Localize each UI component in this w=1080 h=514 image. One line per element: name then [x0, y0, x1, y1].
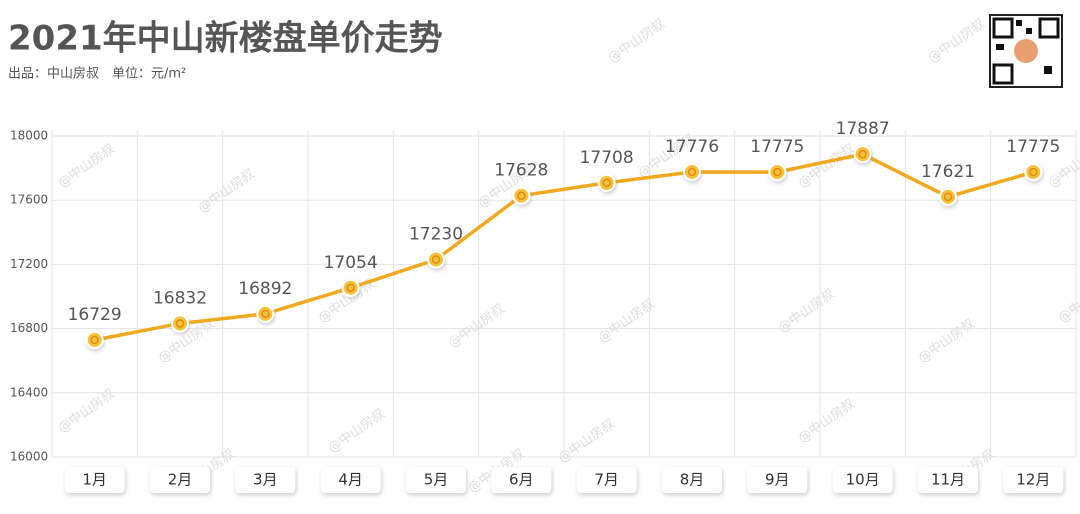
data-point-core — [261, 309, 270, 319]
y-tick-label: 18000 — [10, 129, 48, 143]
data-point-core — [90, 335, 99, 345]
data-point — [256, 304, 275, 323]
x-tick-box — [576, 467, 637, 493]
value-label: 17776 — [665, 137, 719, 157]
data-point-core — [346, 283, 355, 293]
watermark: @中山房叔 — [595, 296, 657, 346]
data-point — [683, 162, 701, 181]
watermark: @中山房叔 — [605, 16, 667, 66]
data-point-core — [175, 319, 185, 328]
value-label: 16892 — [238, 279, 292, 299]
x-tick-box — [320, 467, 381, 493]
x-tick-box — [832, 467, 893, 493]
data-point — [171, 314, 189, 333]
data-point — [768, 163, 787, 182]
data-point-core — [602, 178, 611, 188]
x-tick-box — [491, 467, 552, 493]
watermark: @中山房叔 — [915, 316, 977, 366]
value-label: 17230 — [409, 225, 463, 245]
y-tick-label: 16400 — [10, 385, 48, 399]
value-label: 17775 — [750, 137, 804, 157]
x-tick-label: 8月 — [680, 471, 705, 489]
data-point — [85, 330, 104, 349]
value-label: 17628 — [494, 161, 548, 181]
data-point-core — [431, 255, 441, 264]
x-tick-label: 6月 — [509, 471, 534, 489]
x-tick-label: 3月 — [253, 471, 278, 489]
watermark: @中山房叔 — [925, 16, 987, 66]
data-point — [512, 186, 531, 205]
y-tick-label: 17600 — [10, 193, 48, 207]
data-point-core — [773, 167, 782, 177]
x-tick-box — [150, 467, 210, 493]
line-series — [94, 152, 1034, 342]
x-tick-label: 11月 — [931, 471, 965, 489]
qr-code — [989, 14, 1063, 88]
x-tick-label: 2月 — [168, 471, 193, 489]
data-point — [1024, 163, 1043, 182]
x-tick-label: 7月 — [594, 471, 619, 489]
watermark: @中山房叔 — [325, 406, 387, 456]
y-tick-label: 17200 — [10, 257, 48, 271]
watermark: @中山房叔 — [55, 386, 117, 436]
watermark: @中山房叔 — [195, 166, 257, 216]
x-tick-label: 9月 — [765, 471, 790, 489]
data-point-core — [687, 167, 697, 177]
value-label: 17775 — [1006, 137, 1060, 157]
x-tick-box — [747, 467, 808, 493]
data-point — [427, 250, 445, 269]
data-point — [853, 145, 872, 164]
watermark: @中山房叔 — [445, 301, 507, 351]
x-tick-box — [918, 467, 978, 493]
data-point — [597, 173, 616, 192]
x-tick-box — [235, 467, 296, 493]
x-tick-label: 1月 — [82, 471, 107, 489]
x-tick-box — [662, 467, 722, 493]
x-tick-label: 5月 — [424, 471, 449, 489]
data-point-core — [943, 192, 953, 202]
value-label: 17887 — [836, 119, 890, 139]
x-tick-box — [406, 467, 466, 493]
value-label: 16832 — [153, 288, 207, 308]
y-tick-label: 16000 — [10, 450, 48, 464]
x-tick-label: 12月 — [1016, 471, 1050, 489]
x-tick-box — [64, 467, 125, 493]
value-label: 17708 — [580, 148, 634, 168]
value-label: 17621 — [921, 162, 975, 182]
x-tick-label: 4月 — [338, 471, 363, 489]
value-label: 17054 — [324, 253, 378, 273]
data-point-core — [517, 191, 526, 200]
x-tick-label: 10月 — [846, 471, 880, 489]
chart-title: 2021年中山新楼盘单价走势 — [8, 19, 443, 59]
x-tick-box — [1003, 467, 1064, 493]
watermark: @中山房叔 — [795, 396, 857, 446]
data-point — [341, 278, 360, 297]
data-point-core — [858, 149, 867, 159]
y-tick-label: 16800 — [10, 321, 48, 335]
data-point-core — [1029, 167, 1038, 177]
value-label: 16729 — [68, 305, 122, 325]
chart-subtitle: 出品：中山房叔 单位：元/m² — [8, 66, 186, 82]
data-point — [939, 187, 957, 206]
watermark: @中山房叔 — [55, 141, 117, 191]
